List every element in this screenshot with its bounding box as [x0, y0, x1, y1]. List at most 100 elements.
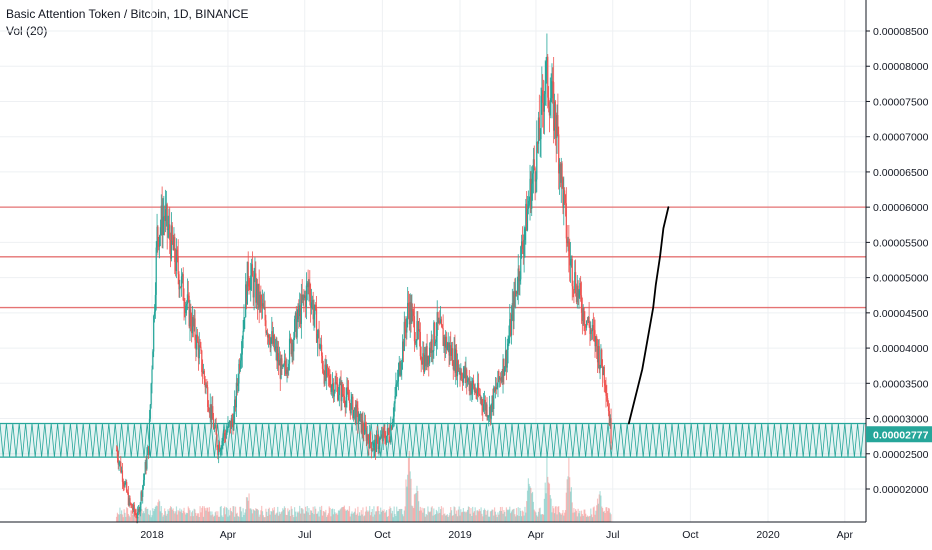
candle-body [454, 348, 456, 373]
candle-body [379, 438, 381, 447]
volume-bar [250, 508, 252, 522]
candle-body [259, 294, 261, 308]
candle-body [288, 363, 290, 371]
volume-bar [537, 511, 540, 522]
candle-body [607, 406, 610, 412]
volume-bar [314, 506, 316, 522]
candle-body [503, 358, 505, 376]
candle-body [559, 164, 562, 183]
volume-bar [567, 476, 569, 522]
candle-body [279, 359, 281, 379]
volume-bar [312, 506, 314, 522]
candle-body [218, 444, 221, 452]
candle-body [459, 370, 461, 376]
candle-body [235, 382, 237, 408]
volume-bar [347, 509, 349, 522]
volume-bar [420, 510, 422, 522]
volume-bar [194, 509, 196, 522]
volume-bar [418, 501, 420, 522]
candle-body [310, 296, 312, 308]
candle-body [137, 511, 139, 519]
candle-body [386, 428, 389, 436]
volume-bar [251, 513, 254, 522]
volume-bar [583, 509, 585, 522]
volume-bar [223, 506, 226, 522]
candle-body [531, 183, 533, 209]
candle-body [462, 373, 464, 383]
candle-body [609, 418, 611, 425]
candle-body [401, 362, 403, 370]
volume-bar [423, 508, 425, 522]
candle-body [346, 387, 348, 398]
volume-bar [213, 515, 216, 522]
candle-body [546, 56, 548, 62]
candle-body [494, 387, 497, 392]
candle-body [136, 517, 138, 519]
candle-body [257, 283, 259, 305]
volume-bar [153, 511, 155, 522]
volume-bar [558, 512, 561, 522]
candle-body [589, 325, 591, 335]
volume-bar [473, 511, 475, 522]
candle-body [207, 406, 210, 411]
volume-bar [128, 515, 130, 522]
candle-body [201, 350, 203, 373]
candle-body [439, 320, 441, 324]
candle-body [477, 383, 480, 394]
candle-body [564, 190, 566, 196]
candle-body [405, 329, 407, 333]
volume-bar [135, 516, 137, 522]
volume-bar [548, 482, 550, 522]
volume-bar [533, 509, 535, 522]
candle-body [580, 295, 583, 313]
volume-bar [576, 516, 578, 522]
candle-body [116, 450, 119, 459]
volume-bar [240, 506, 242, 522]
candle-body [133, 504, 135, 512]
candle-body [231, 418, 233, 422]
volume-bar [253, 510, 255, 522]
volume-bar [287, 508, 289, 522]
volume-bar [132, 512, 135, 522]
candle-body [129, 498, 131, 504]
volume-bar [307, 512, 309, 522]
volume-bar [259, 514, 261, 522]
volume-bar [563, 515, 565, 522]
candle-body [582, 307, 584, 322]
volume-bar [288, 509, 291, 522]
candle-body [363, 430, 365, 435]
volume-bar [401, 508, 403, 522]
volume-bar [584, 509, 586, 522]
candle-body [461, 378, 464, 383]
candle-body [152, 351, 154, 370]
candle-body [264, 307, 266, 321]
volume-bar [444, 513, 446, 522]
candle-body [384, 432, 386, 440]
candle-body [446, 346, 448, 350]
volume-bar [192, 516, 194, 522]
candle-body [308, 282, 310, 288]
volume-bar [267, 516, 269, 522]
support-band [0, 422, 866, 458]
volume-bar [433, 508, 435, 522]
candle-body [158, 238, 160, 247]
candle-body [426, 346, 428, 365]
volume-bar [556, 514, 558, 522]
volume-bar [514, 514, 516, 522]
volume-bar [186, 513, 189, 522]
volume-bar [229, 507, 232, 522]
volume-bar [213, 516, 215, 522]
candle-body [509, 319, 511, 338]
volume-bar [434, 514, 437, 522]
volume-bar [521, 510, 524, 522]
volume-bar [297, 512, 299, 522]
candle-body [329, 375, 331, 385]
volume-bar [525, 512, 527, 522]
candle-body [553, 101, 556, 131]
volume-bar [175, 506, 178, 522]
volume-bar [569, 477, 571, 522]
volume-bar [465, 512, 467, 522]
candle-body [448, 342, 450, 356]
